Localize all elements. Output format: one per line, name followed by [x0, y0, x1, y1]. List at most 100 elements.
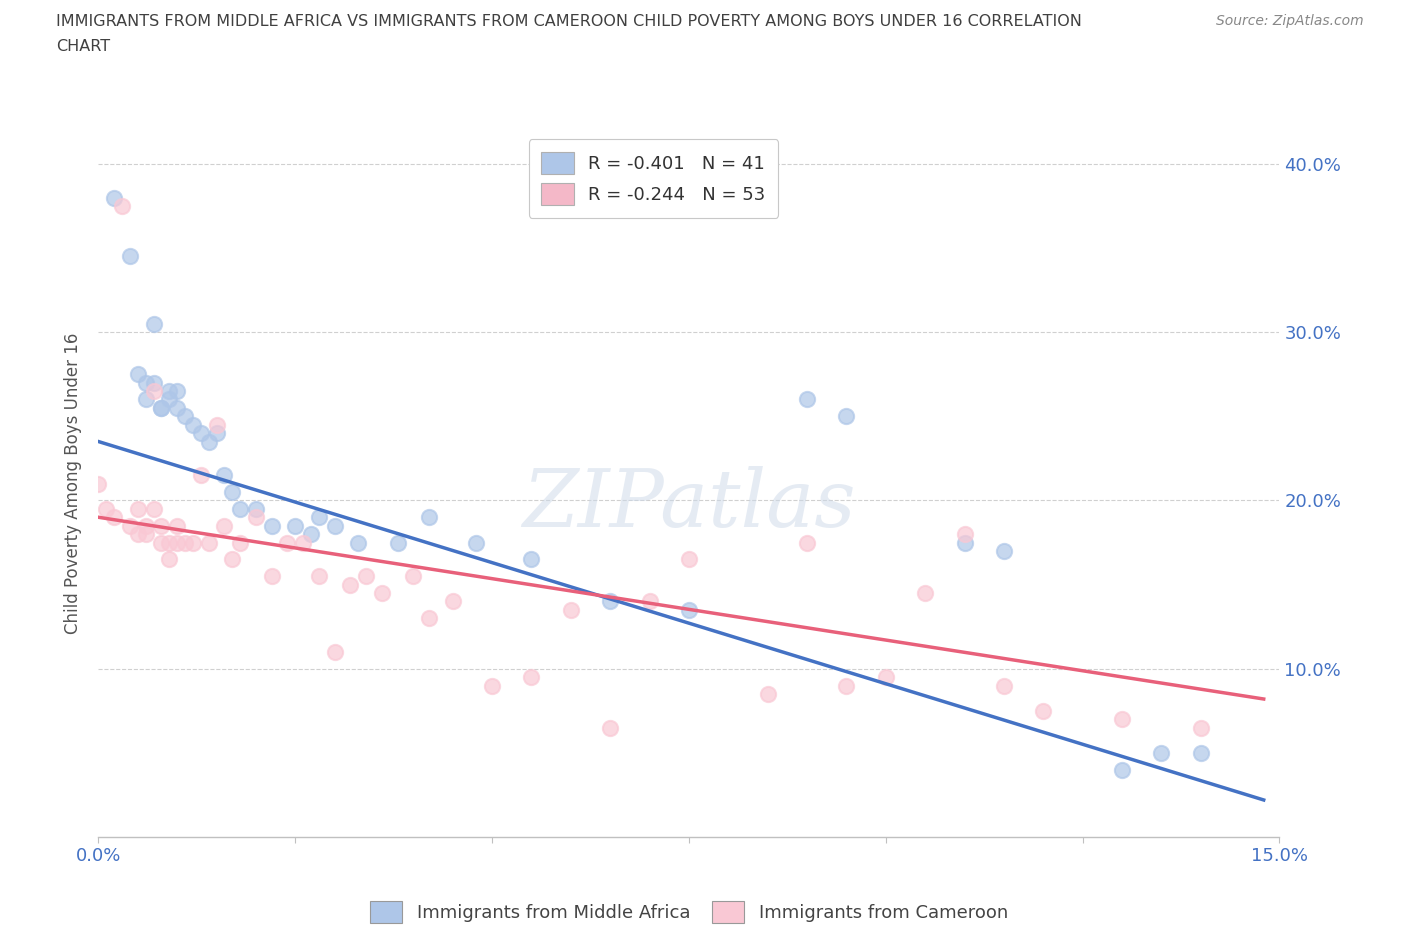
Point	[166, 535, 188, 550]
Text: CHART: CHART	[56, 39, 110, 54]
Point	[1189, 746, 1212, 761]
Point	[103, 510, 125, 525]
Point	[599, 594, 621, 609]
Point	[1032, 703, 1054, 718]
Point	[127, 366, 149, 381]
Point	[387, 535, 409, 550]
Point	[127, 501, 149, 516]
Point	[221, 485, 243, 499]
Point	[135, 526, 157, 541]
Point	[150, 518, 173, 533]
Point	[993, 678, 1015, 693]
Point	[87, 476, 110, 491]
Point	[339, 578, 361, 592]
Point	[678, 603, 700, 618]
Point	[520, 670, 543, 684]
Point	[1189, 720, 1212, 735]
Point	[190, 468, 212, 483]
Point	[1111, 711, 1133, 726]
Point	[245, 501, 267, 516]
Point	[756, 686, 779, 701]
Point	[953, 535, 976, 550]
Point	[150, 401, 173, 416]
Point	[142, 383, 165, 398]
Point	[953, 526, 976, 541]
Point	[441, 594, 464, 609]
Point	[135, 392, 157, 407]
Point	[157, 535, 180, 550]
Point	[323, 644, 346, 659]
Point	[560, 603, 582, 618]
Point	[174, 535, 197, 550]
Text: IMMIGRANTS FROM MIDDLE AFRICA VS IMMIGRANTS FROM CAMEROON CHILD POVERTY AMONG BO: IMMIGRANTS FROM MIDDLE AFRICA VS IMMIGRA…	[56, 14, 1083, 29]
Point	[135, 518, 157, 533]
Point	[205, 426, 228, 441]
Point	[181, 418, 204, 432]
Point	[118, 518, 141, 533]
Point	[481, 678, 503, 693]
Point	[181, 535, 204, 550]
Legend: Immigrants from Middle Africa, Immigrants from Cameroon: Immigrants from Middle Africa, Immigrant…	[370, 901, 1008, 923]
Point	[308, 510, 330, 525]
Point	[103, 190, 125, 205]
Point	[347, 535, 370, 550]
Point	[205, 418, 228, 432]
Point	[276, 535, 298, 550]
Point	[166, 383, 188, 398]
Point	[835, 678, 858, 693]
Point	[118, 249, 141, 264]
Point	[796, 392, 818, 407]
Point	[1111, 763, 1133, 777]
Point	[638, 594, 661, 609]
Point	[150, 535, 173, 550]
Point	[260, 569, 283, 584]
Point	[229, 535, 252, 550]
Point	[875, 670, 897, 684]
Point	[221, 551, 243, 566]
Point	[292, 535, 315, 550]
Point	[796, 535, 818, 550]
Text: ZIPatlas: ZIPatlas	[522, 466, 856, 543]
Point	[308, 569, 330, 584]
Point	[142, 501, 165, 516]
Point	[418, 611, 440, 626]
Point	[1150, 746, 1173, 761]
Point	[166, 518, 188, 533]
Point	[245, 510, 267, 525]
Point	[599, 720, 621, 735]
Point	[150, 401, 173, 416]
Point	[111, 198, 134, 213]
Point	[402, 569, 425, 584]
Text: Source: ZipAtlas.com: Source: ZipAtlas.com	[1216, 14, 1364, 28]
Point	[214, 468, 236, 483]
Point	[299, 526, 322, 541]
Point	[127, 526, 149, 541]
Point	[197, 535, 219, 550]
Point	[197, 434, 219, 449]
Point	[142, 316, 165, 331]
Y-axis label: Child Poverty Among Boys Under 16: Child Poverty Among Boys Under 16	[65, 333, 83, 634]
Point	[993, 543, 1015, 558]
Point	[135, 375, 157, 390]
Point	[142, 375, 165, 390]
Point	[260, 518, 283, 533]
Point	[166, 401, 188, 416]
Point	[96, 501, 118, 516]
Point	[520, 551, 543, 566]
Point	[190, 426, 212, 441]
Point	[678, 551, 700, 566]
Point	[418, 510, 440, 525]
Point	[354, 569, 377, 584]
Point	[323, 518, 346, 533]
Point	[371, 586, 394, 601]
Point	[157, 392, 180, 407]
Point	[214, 518, 236, 533]
Point	[835, 409, 858, 424]
Point	[157, 551, 180, 566]
Point	[229, 501, 252, 516]
Point	[914, 586, 936, 601]
Point	[174, 409, 197, 424]
Point	[284, 518, 307, 533]
Point	[465, 535, 488, 550]
Point	[157, 383, 180, 398]
